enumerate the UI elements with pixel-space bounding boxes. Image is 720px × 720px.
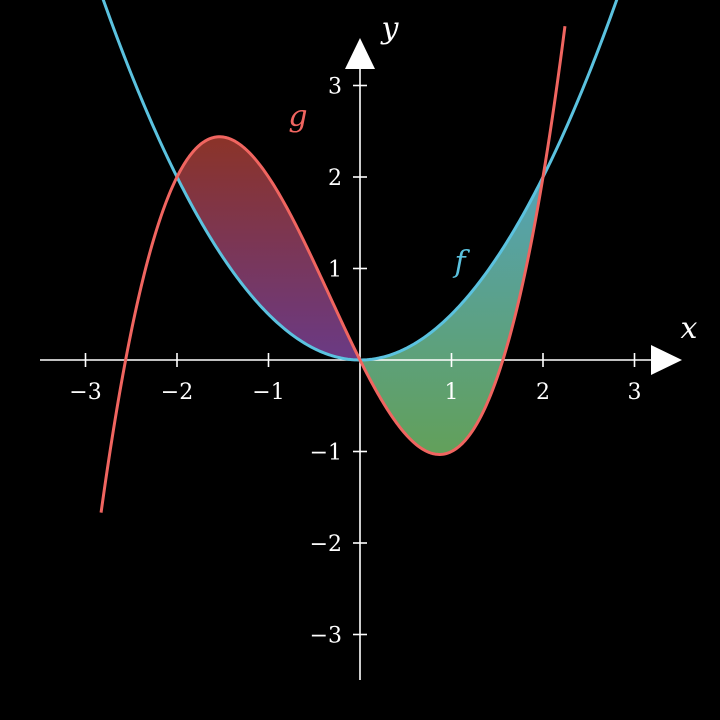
y-tick-label: −3	[310, 624, 342, 649]
axes: −3 −2 −1 1 2 3 −3 −2 −1 1 2 3 x y	[40, 11, 698, 680]
series-label-g: g	[288, 99, 307, 134]
y-axis-arrowhead	[345, 38, 375, 69]
y-ticks: −3 −2 −1 1 2 3	[310, 75, 367, 649]
x-axis-label: x	[681, 311, 698, 346]
y-tick-label: −1	[310, 441, 342, 466]
curves	[99, 0, 619, 513]
y-tick-label: 1	[328, 258, 342, 283]
x-tick-label: 3	[628, 380, 642, 405]
y-tick-label: 3	[328, 75, 342, 100]
x-ticks: −3 −2 −1 1 2 3	[69, 353, 642, 405]
y-tick-label: −2	[310, 532, 342, 557]
x-tick-label: −2	[161, 380, 193, 405]
curve-labels: f g	[288, 99, 470, 280]
x-tick-label: 1	[445, 380, 459, 405]
y-tick-label: 2	[328, 166, 342, 191]
series-line-g	[99, 25, 567, 513]
y-axis-label: y	[380, 11, 400, 46]
x-tick-label: −1	[252, 380, 284, 405]
shaded-region-1	[177, 136, 360, 360]
series-label-f: f	[452, 245, 470, 280]
x-tick-label: 2	[536, 380, 550, 405]
x-tick-label: −3	[69, 380, 101, 405]
x-axis-arrowhead	[651, 345, 682, 375]
